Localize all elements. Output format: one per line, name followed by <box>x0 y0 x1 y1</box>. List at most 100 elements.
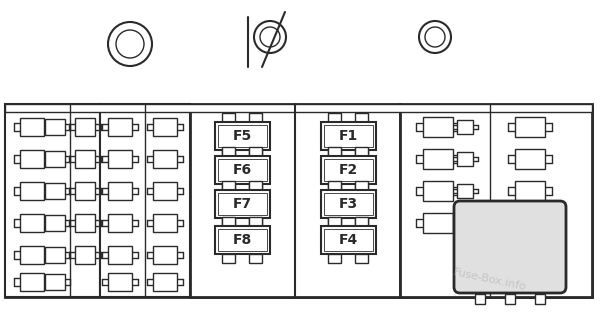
Bar <box>45 119 65 135</box>
Bar <box>5 104 100 297</box>
Bar <box>355 184 368 193</box>
Bar <box>218 229 267 251</box>
Bar <box>457 152 473 166</box>
Bar <box>249 217 262 226</box>
Bar <box>355 150 368 159</box>
Bar <box>328 217 341 226</box>
Text: F4: F4 <box>338 233 358 247</box>
Bar <box>249 150 262 159</box>
Bar <box>321 190 376 218</box>
Bar <box>515 117 545 137</box>
Text: F8: F8 <box>232 233 251 247</box>
Bar <box>423 117 453 137</box>
Bar <box>5 107 592 297</box>
Bar <box>45 274 65 290</box>
Bar <box>20 150 44 168</box>
Bar <box>355 181 368 190</box>
Bar <box>328 218 341 227</box>
Bar <box>108 182 132 200</box>
Bar <box>20 273 44 291</box>
Bar <box>321 122 376 150</box>
Bar <box>249 254 262 263</box>
Bar <box>222 217 235 226</box>
Text: Fuse-Box.info: Fuse-Box.info <box>452 267 527 293</box>
Bar <box>328 184 341 193</box>
Bar <box>153 150 177 168</box>
Bar <box>249 113 262 122</box>
Bar <box>515 213 545 233</box>
Bar <box>222 181 235 190</box>
Bar <box>45 247 65 263</box>
Bar <box>75 150 95 168</box>
Bar <box>108 246 132 264</box>
Bar <box>215 156 270 184</box>
Bar <box>457 120 473 134</box>
Bar <box>324 229 373 251</box>
Bar <box>328 147 341 156</box>
Bar <box>249 181 262 190</box>
Bar <box>222 184 235 193</box>
Bar <box>75 182 95 200</box>
Bar <box>215 122 270 150</box>
Bar <box>215 226 270 254</box>
Bar <box>355 254 368 263</box>
Bar <box>218 125 267 147</box>
Bar <box>423 149 453 169</box>
Bar <box>20 214 44 232</box>
Text: F7: F7 <box>232 197 251 211</box>
Text: F5: F5 <box>232 129 251 143</box>
Bar <box>324 125 373 147</box>
Bar <box>45 183 65 199</box>
Text: F6: F6 <box>232 163 251 177</box>
Bar <box>324 159 373 181</box>
Bar <box>153 182 177 200</box>
Bar <box>423 181 453 201</box>
Bar <box>355 147 368 156</box>
Bar <box>249 147 262 156</box>
Bar <box>20 118 44 136</box>
Bar <box>45 215 65 231</box>
Bar <box>153 273 177 291</box>
Bar <box>20 182 44 200</box>
Bar <box>249 218 262 227</box>
Bar <box>222 218 235 227</box>
Bar <box>108 118 132 136</box>
Bar <box>108 150 132 168</box>
Bar <box>515 181 545 201</box>
Bar <box>475 294 485 304</box>
Bar <box>20 246 44 264</box>
Bar <box>153 214 177 232</box>
Bar <box>457 184 473 198</box>
Bar <box>328 150 341 159</box>
Bar <box>535 294 545 304</box>
Bar <box>108 214 132 232</box>
FancyBboxPatch shape <box>454 201 566 293</box>
Bar <box>328 254 341 263</box>
Bar <box>324 193 373 215</box>
Bar <box>423 213 453 233</box>
Bar <box>355 218 368 227</box>
Bar <box>190 104 400 297</box>
Bar <box>45 151 65 167</box>
Bar <box>5 104 592 112</box>
Bar <box>400 104 592 297</box>
Bar <box>505 294 515 304</box>
Bar <box>328 181 341 190</box>
Bar <box>222 147 235 156</box>
Bar <box>75 214 95 232</box>
Bar <box>218 193 267 215</box>
Bar <box>321 156 376 184</box>
Text: F3: F3 <box>338 197 358 211</box>
Bar <box>249 184 262 193</box>
Bar <box>100 104 190 297</box>
Bar <box>328 113 341 122</box>
Text: F2: F2 <box>338 163 358 177</box>
Bar <box>215 190 270 218</box>
Bar <box>222 150 235 159</box>
Bar <box>218 159 267 181</box>
Bar <box>222 113 235 122</box>
Text: F1: F1 <box>338 129 358 143</box>
Bar <box>108 273 132 291</box>
Bar <box>515 149 545 169</box>
Bar <box>355 113 368 122</box>
